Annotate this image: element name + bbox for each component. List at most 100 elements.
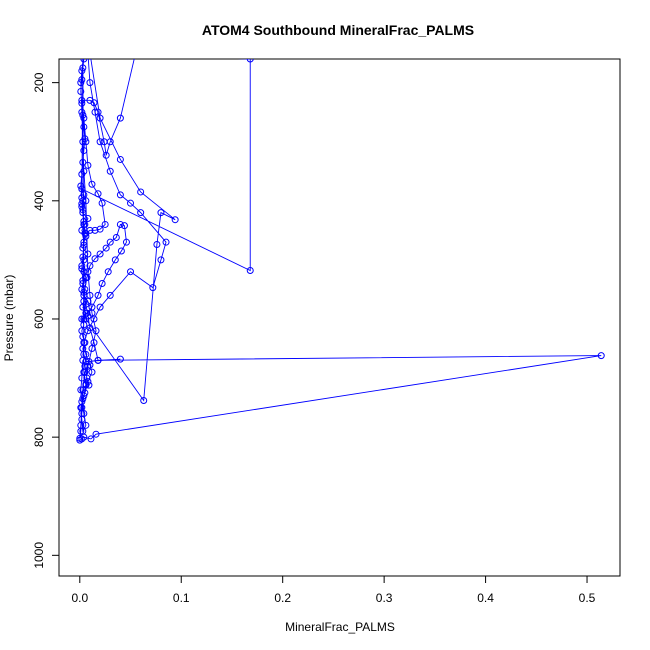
data-point [92,327,100,335]
data-point [77,79,85,87]
data-point [81,50,87,56]
data-point [106,167,114,175]
series-markers [76,50,605,444]
data-point [80,410,88,418]
x-tick-label: 0.2 [274,591,291,605]
data-point [597,352,605,360]
plot-frame [58,58,621,577]
data-point [77,182,85,190]
data-point [80,114,88,122]
data-point [157,209,165,217]
data-point [78,67,86,75]
data-point [106,138,114,146]
data-point [98,199,106,207]
data-point [81,229,89,237]
data-point [94,291,102,299]
data-point [90,99,98,107]
data-point [87,50,93,56]
data-point [79,280,87,288]
data-point [92,430,100,438]
plot-area [58,50,621,577]
data-point [76,434,84,442]
x-axis: 0.0 0.1 0.2 0.3 0.4 0.5 [71,575,596,605]
data-point [80,339,88,347]
data-point [80,50,86,56]
data-point [96,114,104,122]
data-point [80,256,88,264]
data-point [82,380,90,388]
data-point [79,277,87,285]
data-point [246,267,254,275]
y-tick-label: 800 [32,427,46,447]
data-point [116,191,124,199]
data-point [79,206,87,214]
data-point [137,188,145,196]
data-point [80,220,88,228]
data-point [96,303,104,311]
data-point [91,255,99,263]
data-point [133,50,139,56]
data-point [79,427,87,435]
data-point [78,194,86,202]
data-point [84,268,92,276]
data-point [127,199,135,207]
data-point [78,96,86,104]
data-point [80,241,88,249]
data-point [157,256,165,264]
data-point [81,135,89,143]
data-point [104,268,112,276]
data-point [78,99,86,107]
data-point [78,170,86,178]
data-point [79,111,87,119]
y-tick-label: 200 [32,72,46,92]
data-point [162,238,170,246]
data-point [77,88,85,95]
data-point [116,114,124,122]
data-point [79,395,87,403]
data-point [78,185,86,193]
data-point [86,262,94,270]
x-tick-label: 0.5 [579,591,596,605]
data-point [117,247,125,255]
data-point [85,50,91,56]
data-point [106,291,114,299]
series-line [79,59,602,441]
data-point [94,356,102,364]
data-point [78,262,86,270]
data-point [116,155,124,163]
data-point [80,59,88,63]
series-path [79,59,602,441]
x-tick-label: 0.3 [376,591,393,605]
data-point [82,421,90,429]
data-point [79,158,87,166]
data-point [88,368,96,376]
x-tick-label: 0.4 [477,591,494,605]
data-point [84,312,92,320]
x-tick-label: 0.0 [71,591,88,605]
data-point [127,268,135,276]
data-point [81,368,89,376]
data-point [84,250,92,258]
data-point [96,138,104,146]
data-point [86,226,94,234]
data-point [78,315,86,323]
data-point [86,324,94,332]
data-point [98,280,106,288]
data-point [140,397,148,405]
data-point [85,381,93,389]
data-point [94,190,102,198]
y-axis: 200 400 600 800 1000 [32,72,60,569]
data-point [106,238,114,246]
data-point [91,108,99,116]
data-point [80,50,86,56]
data-point [137,209,145,217]
x-tick-label: 0.1 [173,591,190,605]
data-point [86,79,94,87]
data-point [82,350,90,358]
data-point [80,147,88,155]
data-point [102,244,110,252]
data-point [153,241,161,249]
data-point [84,362,92,370]
data-point [84,161,92,169]
